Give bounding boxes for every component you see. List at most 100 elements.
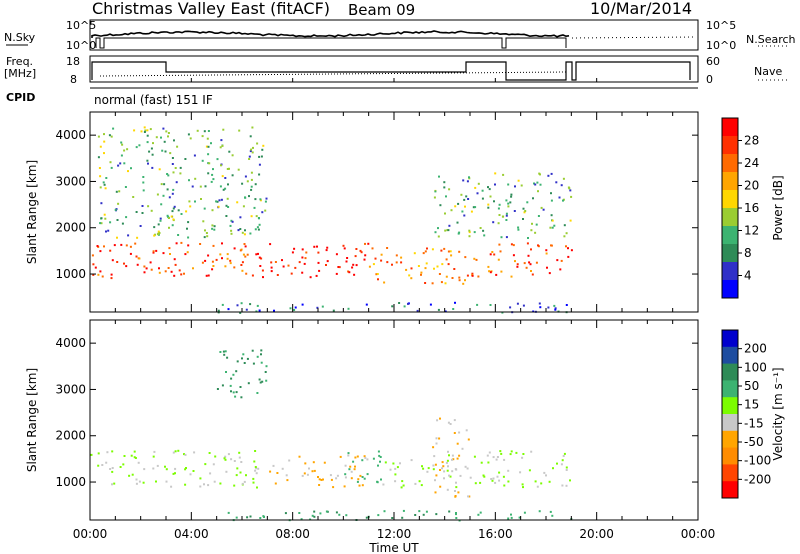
- data-cell: [116, 219, 119, 221]
- data-cell: [173, 205, 176, 208]
- data-cell: [482, 229, 485, 232]
- data-cell: [424, 267, 427, 270]
- data-cell: [159, 217, 162, 220]
- data-cell: [103, 133, 105, 136]
- data-cell: [252, 481, 255, 484]
- data-cell: [326, 246, 329, 249]
- data-cell: [318, 484, 321, 486]
- data-cell: [162, 194, 165, 197]
- data-cell: [505, 212, 508, 215]
- data-cell: [322, 478, 324, 481]
- y-tick-label: 1000: [55, 267, 86, 281]
- data-cell: [458, 276, 461, 279]
- data-cell: [110, 273, 113, 276]
- nsearch-label: N.Search: [746, 33, 796, 46]
- data-cell: [463, 214, 466, 217]
- data-cell: [565, 245, 567, 248]
- data-cell: [336, 474, 339, 477]
- data-cell: [223, 353, 226, 356]
- data-cell: [353, 273, 356, 276]
- data-cell: [551, 219, 554, 222]
- data-cell: [300, 518, 303, 521]
- x-tick-label: 12:00: [377, 527, 412, 541]
- data-cell: [171, 192, 174, 195]
- data-cell: [461, 447, 464, 450]
- data-cell: [481, 189, 484, 192]
- data-cell: [469, 476, 472, 479]
- data-cell: [522, 304, 525, 307]
- data-cell: [109, 161, 112, 164]
- data-cell: [97, 452, 100, 455]
- data-cell: [436, 265, 439, 268]
- data-cell: [350, 477, 353, 480]
- data-cell: [96, 245, 99, 247]
- data-cell: [500, 452, 503, 455]
- data-cell: [103, 213, 106, 216]
- data-cell: [531, 222, 533, 225]
- data-cell: [262, 144, 265, 147]
- colorbar-label: Power [dB]: [771, 175, 785, 240]
- data-cell: [224, 265, 227, 268]
- data-cell: [142, 176, 145, 178]
- data-cell: [245, 272, 248, 275]
- data-cell: [123, 262, 125, 265]
- data-cell: [533, 182, 535, 185]
- data-cell: [487, 206, 490, 209]
- data-cell: [498, 471, 501, 474]
- data-cell: [203, 236, 206, 239]
- data-cell: [111, 470, 114, 473]
- data-cell: [439, 485, 442, 488]
- data-cell: [447, 465, 449, 468]
- nsky-line: [91, 30, 570, 38]
- data-cell: [153, 226, 156, 229]
- data-cell: [125, 216, 128, 219]
- data-cell: [199, 185, 202, 188]
- data-cell: [174, 472, 176, 475]
- data-cell: [97, 273, 100, 276]
- data-cell: [565, 466, 568, 469]
- data-cell: [447, 229, 450, 232]
- data-cell: [567, 186, 570, 189]
- data-cell: [231, 174, 234, 177]
- data-cell: [254, 183, 257, 186]
- data-cell: [185, 210, 188, 213]
- data-cell: [530, 229, 533, 232]
- data-cell: [463, 198, 466, 201]
- data-cell: [180, 273, 183, 276]
- nsearch-dotted: [571, 36, 697, 39]
- data-cell: [366, 473, 369, 476]
- data-cell: [401, 516, 404, 519]
- data-cell: [113, 244, 116, 247]
- data-cell: [551, 514, 554, 517]
- data-cell: [560, 259, 563, 262]
- data-cell: [151, 153, 154, 156]
- data-cell: [166, 188, 169, 191]
- data-cell: [177, 209, 180, 212]
- data-cell: [422, 467, 425, 470]
- data-cell: [116, 236, 118, 239]
- data-cell: [201, 261, 204, 264]
- data-cell: [315, 274, 318, 277]
- data-cell: [562, 455, 565, 457]
- data-cell: [565, 484, 568, 487]
- data-cell: [256, 304, 259, 307]
- data-cell: [133, 450, 136, 453]
- data-cell: [426, 470, 429, 473]
- data-cell: [523, 211, 526, 214]
- data-cell: [432, 468, 435, 471]
- data-cell: [219, 482, 222, 485]
- data-cell: [442, 465, 445, 468]
- data-cell: [377, 514, 380, 517]
- data-cell: [569, 219, 572, 222]
- data-cell: [204, 463, 207, 466]
- data-cell: [91, 254, 94, 257]
- data-cell: [158, 168, 161, 171]
- data-cell: [459, 474, 462, 477]
- data-cell: [99, 270, 102, 273]
- data-cell: [347, 307, 350, 310]
- data-cell: [90, 453, 93, 456]
- nave-tick-bottom: 0: [706, 73, 713, 86]
- data-cell: [134, 242, 137, 245]
- data-cell: [359, 474, 362, 477]
- data-cell: [244, 229, 246, 232]
